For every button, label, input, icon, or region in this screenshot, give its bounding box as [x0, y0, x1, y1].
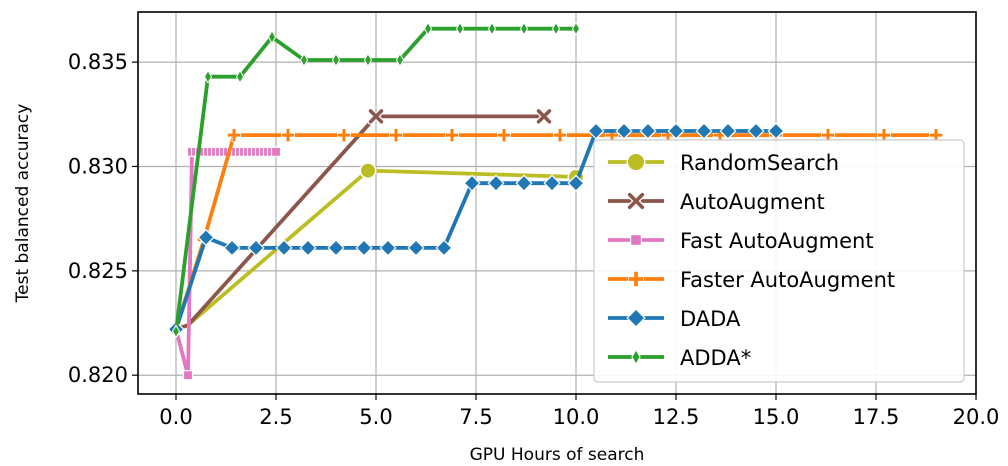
x-tick-label: 17.5 [853, 405, 900, 429]
data-point [435, 239, 453, 257]
series-dada [167, 122, 785, 338]
data-point [767, 122, 785, 140]
x-tick-label: 15.0 [753, 405, 800, 429]
data-point [270, 146, 282, 157]
data-point [553, 128, 567, 143]
x-axis: 0.0 2.5 5.0 7.5 10.0 12.5 15.0 17.5 20.0 [159, 394, 999, 429]
data-point [519, 21, 529, 36]
x-tick-label: 7.5 [459, 405, 492, 429]
data-point [267, 30, 277, 45]
y-tick-label: 0.830 [68, 154, 128, 178]
data-point [497, 128, 511, 143]
data-point [535, 107, 553, 125]
series-adda [171, 21, 581, 339]
x-tick-label: 0.0 [159, 405, 192, 429]
data-point [355, 239, 373, 257]
data-point [423, 21, 433, 36]
x-tick-label: 5.0 [359, 405, 392, 429]
data-point [615, 122, 633, 140]
legend-item: Faster AutoAugment [608, 268, 895, 292]
data-point [337, 128, 351, 143]
data-point [407, 239, 425, 257]
y-axis: 0.820 0.825 0.830 0.835 [68, 50, 138, 387]
legend-label: RandomSearch [680, 151, 839, 175]
legend-item: AutoAugment [608, 190, 825, 214]
data-point [379, 239, 397, 257]
legend-label: AutoAugment [680, 190, 825, 214]
data-point [551, 21, 561, 36]
data-point [639, 122, 657, 140]
data-point [367, 107, 385, 125]
data-point [299, 52, 309, 68]
data-point [389, 128, 403, 143]
y-tick-label: 0.825 [68, 259, 128, 283]
data-point [182, 370, 194, 381]
legend-label: Faster AutoAugment [680, 268, 895, 292]
data-point [487, 21, 497, 36]
legend-label: DADA [680, 307, 741, 331]
data-point [235, 69, 245, 84]
data-point [275, 239, 293, 257]
series-line [174, 26, 576, 332]
data-point [299, 239, 317, 257]
data-point [227, 128, 241, 143]
x-tick-label: 20.0 [953, 405, 1000, 429]
data-point [445, 128, 459, 143]
legend-marker [626, 191, 646, 211]
legend-marker [631, 348, 641, 366]
legend-marker [629, 234, 642, 247]
data-point [487, 174, 505, 192]
data-point [331, 52, 341, 68]
data-point [395, 52, 405, 68]
y-tick-label: 0.820 [68, 363, 128, 387]
data-point [587, 122, 605, 140]
data-point [171, 324, 181, 339]
legend-item: DADA [608, 307, 741, 331]
data-point [455, 21, 465, 36]
data-point [197, 228, 215, 246]
legend-marker [626, 308, 646, 328]
data-point [567, 174, 585, 192]
legend-marker [626, 152, 646, 172]
legend: RandomSearch AutoAugment Fast AutoAugment F… [593, 139, 965, 383]
legend-label: Fast AutoAugment [680, 229, 874, 253]
series-line [174, 133, 936, 330]
data-point [719, 122, 737, 140]
data-point [281, 128, 295, 143]
data-point [363, 52, 373, 68]
x-tick-label: 12.5 [653, 405, 700, 429]
data-point [203, 69, 213, 84]
x-tick-label: 10.0 [553, 405, 600, 429]
data-point [327, 239, 345, 257]
data-point [359, 162, 377, 180]
legend-label: ADDA* [680, 346, 751, 370]
legend-item: ADDA* [608, 346, 751, 370]
data-point [223, 239, 241, 257]
data-point [695, 122, 713, 140]
x-axis-label: GPU Hours of search [470, 445, 645, 465]
legend-marker [627, 270, 645, 288]
x-tick-label: 2.5 [259, 405, 292, 429]
y-tick-label: 0.835 [68, 50, 128, 74]
data-point [247, 239, 265, 257]
data-point [515, 174, 533, 192]
data-point [667, 122, 685, 140]
data-point [571, 21, 581, 36]
data-point [747, 122, 765, 140]
series-layer [167, 21, 943, 381]
data-point [463, 174, 481, 192]
plot-frame [137, 11, 977, 395]
y-axis-label: Test balanced accuracy [13, 104, 33, 304]
legend-box [593, 139, 965, 383]
legend-item: RandomSearch [608, 151, 839, 175]
legend-item: Fast AutoAugment [608, 229, 874, 253]
data-point [543, 174, 561, 192]
